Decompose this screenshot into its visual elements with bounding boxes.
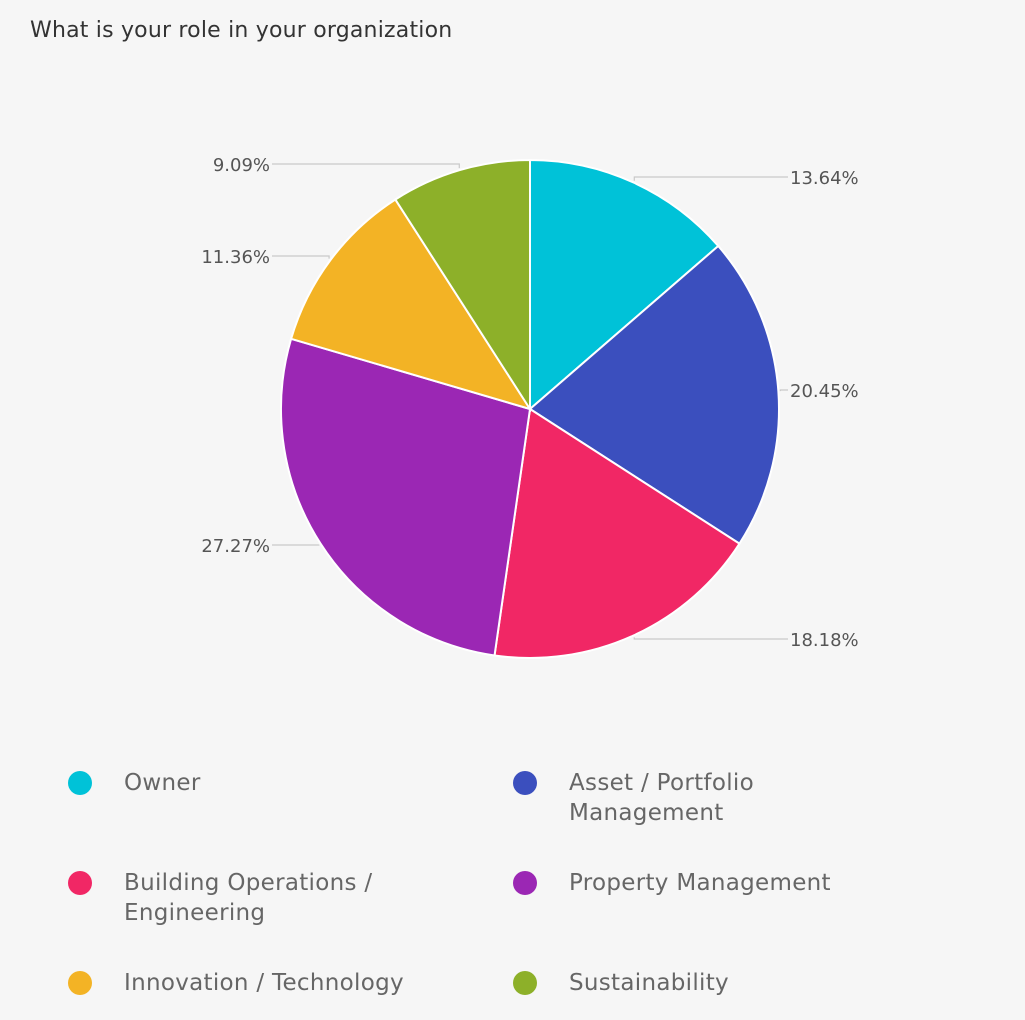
legend-label: Innovation / Technology bbox=[124, 970, 404, 996]
data-label: 20.45% bbox=[790, 381, 859, 402]
legend-item-sustainability[interactable]: Sustainability bbox=[513, 968, 729, 998]
leader-line bbox=[779, 389, 788, 392]
legend-label: Asset / Portfolio Management bbox=[569, 770, 754, 826]
pie-data-labels: 13.64% 20.45% 18.18% 27.27% 11.36% 9.09% bbox=[201, 155, 858, 651]
data-label: 9.09% bbox=[213, 155, 270, 176]
pie-leader-lines bbox=[272, 163, 788, 640]
legend-item-owner[interactable]: Owner bbox=[68, 768, 201, 798]
legend-swatch bbox=[68, 971, 92, 995]
pie-slice-innovation-technology[interactable] bbox=[289, 198, 533, 411]
data-label: 11.36% bbox=[201, 247, 270, 268]
data-label: 13.64% bbox=[790, 168, 859, 189]
data-label: 27.27% bbox=[201, 536, 270, 557]
legend-label: Owner bbox=[124, 770, 201, 796]
leader-line bbox=[272, 255, 330, 259]
pie-slice-building-operations-engineering[interactable] bbox=[493, 407, 741, 659]
pie-slices bbox=[280, 158, 780, 659]
legend-swatch bbox=[513, 771, 537, 795]
pie-slice-property-management[interactable] bbox=[280, 337, 532, 657]
legend-swatch bbox=[68, 771, 92, 795]
chart-title: What is your role in your organization bbox=[30, 18, 453, 43]
data-label: 18.18% bbox=[790, 630, 859, 651]
pie-slice-owner[interactable] bbox=[529, 158, 720, 412]
leader-line bbox=[633, 637, 788, 640]
leader-line bbox=[272, 163, 460, 169]
legend-label: Building Operations / Engineering bbox=[124, 870, 373, 926]
legend-item-building-operations-engineering[interactable]: Building Operations / Engineering bbox=[68, 868, 448, 928]
pie-chart: 13.64% 20.45% 18.18% 27.27% 11.36% 9.09% bbox=[201, 155, 859, 659]
legend-label: Sustainability bbox=[569, 970, 729, 996]
pie-slice-asset-portfolio-management[interactable] bbox=[528, 244, 780, 546]
legend-swatch bbox=[68, 871, 92, 895]
legend-swatch bbox=[513, 971, 537, 995]
legend-label: Property Management bbox=[569, 870, 831, 896]
legend-swatch bbox=[513, 871, 537, 895]
legend-item-property-management[interactable]: Property Management bbox=[513, 868, 831, 898]
legend-item-innovation-technology[interactable]: Innovation / Technology bbox=[68, 968, 404, 998]
leader-line bbox=[633, 176, 788, 181]
legend-item-asset-portfolio-management[interactable]: Asset / Portfolio Management bbox=[513, 768, 813, 828]
pie-slice-sustainability[interactable] bbox=[393, 158, 531, 413]
